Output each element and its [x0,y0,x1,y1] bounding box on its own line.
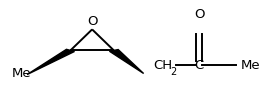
Text: C: C [195,59,204,72]
Text: O: O [87,15,97,28]
Text: Me: Me [241,59,261,72]
Text: O: O [194,8,204,21]
Polygon shape [27,49,75,75]
Text: Me: Me [12,67,31,80]
Text: CH: CH [153,59,172,72]
Text: 2: 2 [170,67,176,77]
Polygon shape [109,50,144,74]
